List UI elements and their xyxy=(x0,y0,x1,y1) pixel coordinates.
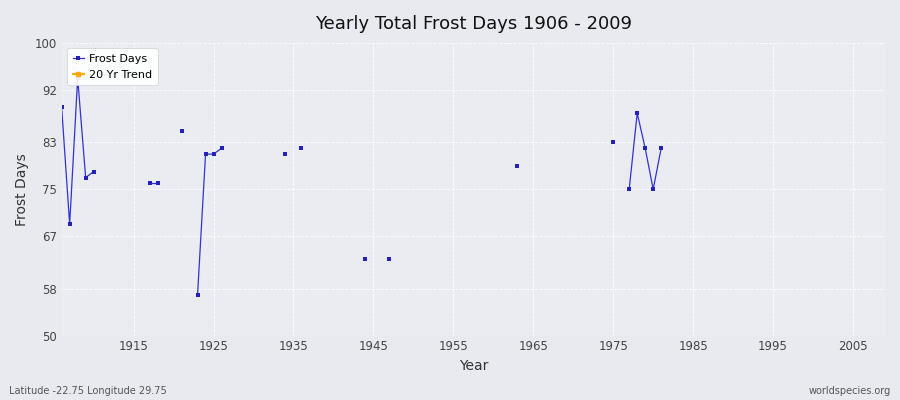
Title: Yearly Total Frost Days 1906 - 2009: Yearly Total Frost Days 1906 - 2009 xyxy=(315,15,632,33)
Frost Days xyxy=(64,222,75,227)
Text: Latitude -22.75 Longitude 29.75: Latitude -22.75 Longitude 29.75 xyxy=(9,386,166,396)
Frost Days xyxy=(57,105,68,110)
Legend: Frost Days, 20 Yr Trend: Frost Days, 20 Yr Trend xyxy=(68,48,158,85)
Y-axis label: Frost Days: Frost Days xyxy=(15,153,29,226)
Line: Frost Days: Frost Days xyxy=(60,76,95,226)
Frost Days xyxy=(80,175,91,180)
Text: worldspecies.org: worldspecies.org xyxy=(809,386,891,396)
Frost Days xyxy=(72,76,83,80)
X-axis label: Year: Year xyxy=(459,359,488,373)
Frost Days xyxy=(88,169,99,174)
